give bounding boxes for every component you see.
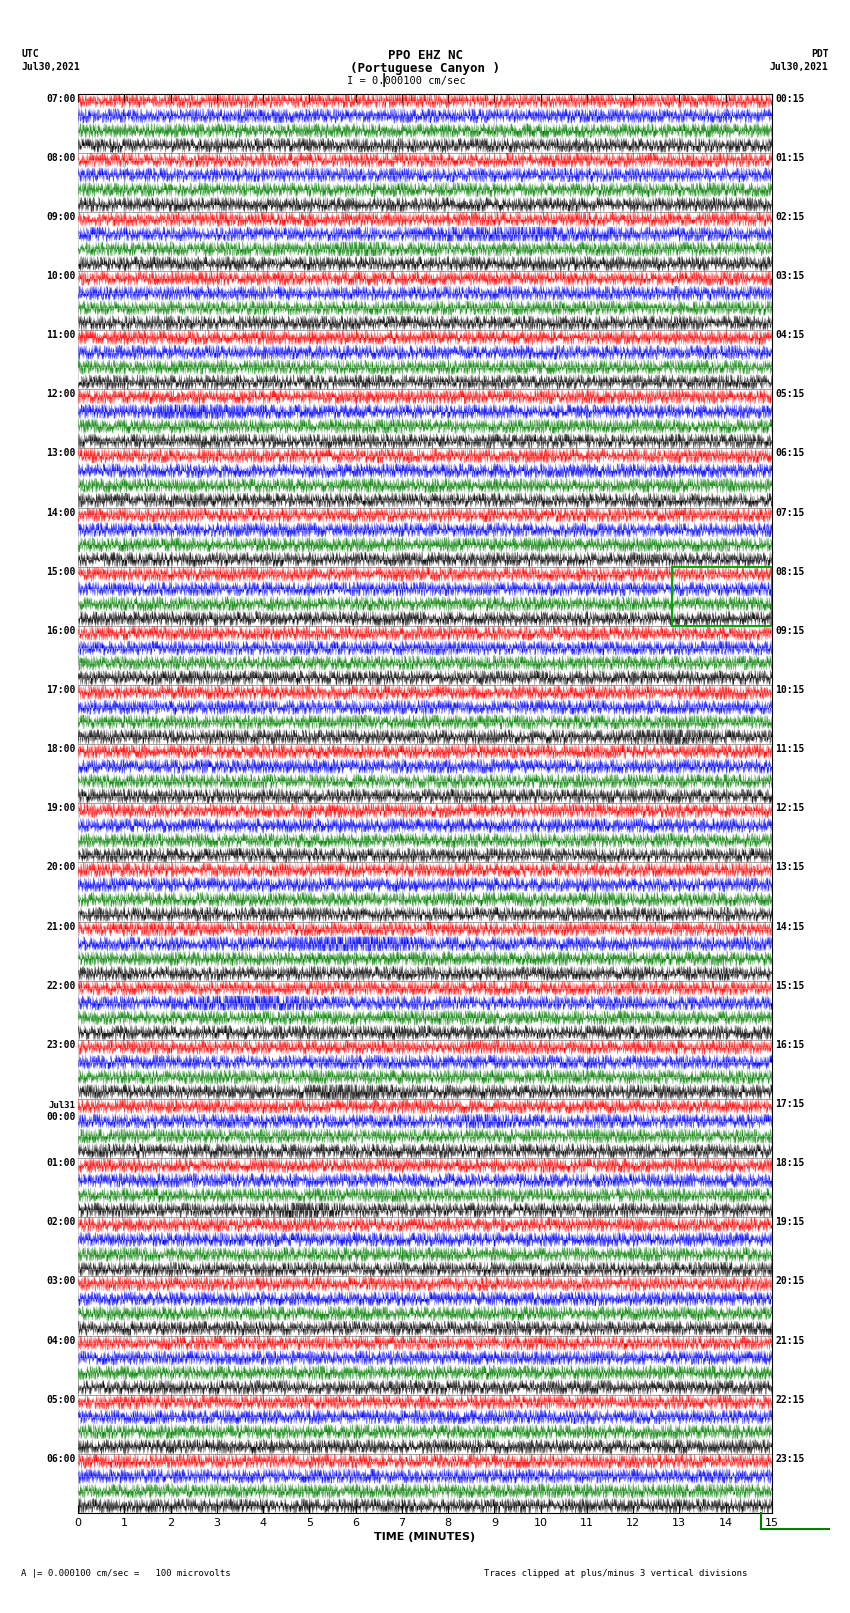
Text: 15:00: 15:00 [46,566,76,577]
Text: I = 0.000100 cm/sec: I = 0.000100 cm/sec [347,76,466,85]
Text: 05:15: 05:15 [775,389,805,400]
Text: 06:15: 06:15 [775,448,805,458]
Text: 13:15: 13:15 [775,863,805,873]
Text: 21:00: 21:00 [46,921,76,932]
Text: 01:00: 01:00 [46,1158,76,1168]
Text: 15:15: 15:15 [775,981,805,990]
Text: 11:15: 11:15 [775,744,805,755]
Text: 07:00: 07:00 [46,94,76,103]
Text: 10:15: 10:15 [775,686,805,695]
Text: 11:00: 11:00 [46,331,76,340]
Text: 17:00: 17:00 [46,686,76,695]
Text: 02:00: 02:00 [46,1218,76,1227]
Text: 01:15: 01:15 [775,153,805,163]
Text: 03:15: 03:15 [775,271,805,281]
Text: 19:00: 19:00 [46,803,76,813]
Text: 19:15: 19:15 [775,1218,805,1227]
Text: 03:00: 03:00 [46,1276,76,1287]
Text: 02:15: 02:15 [775,211,805,223]
Text: 14:00: 14:00 [46,508,76,518]
Text: 22:15: 22:15 [775,1395,805,1405]
Text: |: | [380,73,388,87]
Text: 00:15: 00:15 [775,94,805,103]
Text: 22:00: 22:00 [46,981,76,990]
Text: 18:15: 18:15 [775,1158,805,1168]
Text: 16:15: 16:15 [775,1040,805,1050]
Text: 21:15: 21:15 [775,1336,805,1345]
Text: A |= 0.000100 cm/sec =   100 microvolts: A |= 0.000100 cm/sec = 100 microvolts [21,1568,231,1578]
Text: 12:15: 12:15 [775,803,805,813]
Text: 13:00: 13:00 [46,448,76,458]
Text: 20:00: 20:00 [46,863,76,873]
Text: 23:00: 23:00 [46,1040,76,1050]
Text: 09:00: 09:00 [46,211,76,223]
Text: 23:15: 23:15 [775,1453,805,1465]
Text: Jul31: Jul31 [48,1102,76,1110]
Text: 06:00: 06:00 [46,1453,76,1465]
Text: 14:15: 14:15 [775,921,805,932]
Text: UTC: UTC [21,50,39,60]
Text: 12:00: 12:00 [46,389,76,400]
Text: 04:15: 04:15 [775,331,805,340]
Text: 08:00: 08:00 [46,153,76,163]
Text: Jul30,2021: Jul30,2021 [770,63,829,73]
Text: 16:00: 16:00 [46,626,76,636]
Text: Jul30,2021: Jul30,2021 [21,63,80,73]
Text: 10:00: 10:00 [46,271,76,281]
Text: 18:00: 18:00 [46,744,76,755]
Text: 08:15: 08:15 [775,566,805,577]
Text: 09:15: 09:15 [775,626,805,636]
Text: Traces clipped at plus/minus 3 vertical divisions: Traces clipped at plus/minus 3 vertical … [484,1568,748,1578]
X-axis label: TIME (MINUTES): TIME (MINUTES) [375,1532,475,1542]
Text: 20:15: 20:15 [775,1276,805,1287]
Text: 17:15: 17:15 [775,1098,805,1110]
Bar [672,566,772,626]
Text: 04:00: 04:00 [46,1336,76,1345]
Text: PPO EHZ NC: PPO EHZ NC [388,50,462,63]
Text: (Portuguese Canyon ): (Portuguese Canyon ) [350,63,500,76]
Text: 05:00: 05:00 [46,1395,76,1405]
Text: 07:15: 07:15 [775,508,805,518]
Text: PDT: PDT [811,50,829,60]
Text: 00:00: 00:00 [46,1111,76,1123]
